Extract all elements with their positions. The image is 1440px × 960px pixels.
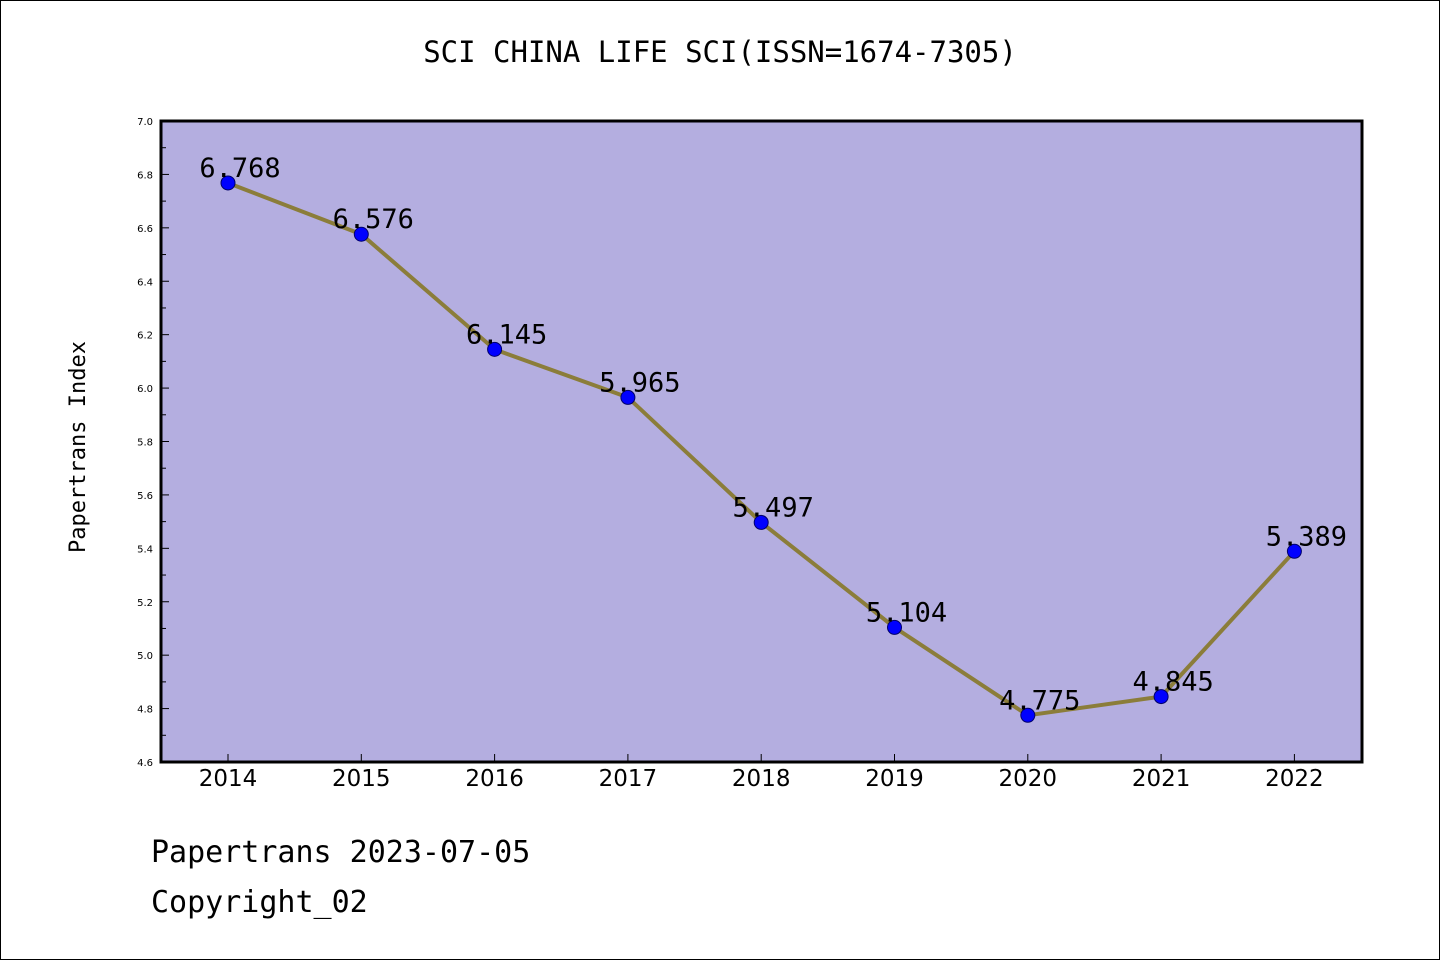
y-tick-label: 4.6 — [137, 758, 153, 769]
data-point — [1153, 689, 1169, 705]
data-label: 5.497 — [733, 492, 814, 523]
y-tick-label: 5.4 — [137, 544, 153, 555]
x-tick-label: 2015 — [332, 766, 391, 792]
data-label: 6.768 — [199, 153, 280, 184]
data-point — [620, 389, 636, 405]
x-tick-label: 2019 — [865, 766, 924, 792]
footer-date: Papertrans 2023-07-05 — [151, 835, 531, 870]
footer-copyright: Copyright_02 — [151, 885, 368, 920]
data-markers — [220, 175, 1302, 723]
x-tick-label: 2017 — [599, 766, 658, 792]
data-label: 6.145 — [466, 319, 547, 350]
data-label: 5.965 — [599, 367, 680, 398]
y-tick-label: 6.8 — [137, 170, 153, 181]
y-tick-label: 6.0 — [137, 384, 153, 395]
data-point — [887, 619, 902, 635]
chart-title: SCI CHINA LIFE SCI(ISSN=1674-7305) — [423, 35, 1017, 69]
data-point — [1020, 707, 1036, 723]
x-tick-label: 2022 — [1265, 766, 1324, 792]
x-tick-label: 2018 — [732, 766, 791, 792]
data-label: 5.389 — [1266, 521, 1347, 552]
data-point — [353, 226, 369, 242]
y-tick-label: 6.6 — [137, 224, 153, 235]
y-tick-label: 5.6 — [137, 491, 153, 502]
y-tick-label: 5.8 — [137, 438, 153, 449]
data-point — [220, 175, 236, 191]
y-tick-label: 6.4 — [137, 277, 153, 288]
x-axis-ticks: 2014 2015 2016 2017 2018 2019 2020 2021 2022 — [199, 754, 1324, 792]
data-label: 4.775 — [999, 685, 1080, 716]
data-label: 4.845 — [1132, 667, 1213, 698]
y-tick-label: 5.2 — [137, 598, 153, 609]
x-tick-label: 2020 — [999, 766, 1058, 792]
y-tick-label: 5.0 — [137, 651, 153, 662]
data-labels: 6.768 6.576 6.145 5.965 5.497 5.104 4.775 4.845… — [199, 153, 1347, 716]
data-label: 5.104 — [866, 597, 947, 628]
y-axis-ticks: 4.6 4.8 5.0 5.2 5.4 5.6 5.8 6.0 6.2 6.4 6.6 6.8 7.0 — [137, 117, 169, 769]
x-tick-label: 2016 — [465, 766, 524, 792]
y-tick-label: 7.0 — [137, 117, 153, 128]
data-label: 6.576 — [333, 204, 414, 235]
data-point — [487, 341, 503, 357]
plot-frame — [159, 119, 1364, 764]
x-tick-label: 2021 — [1132, 766, 1191, 792]
x-tick-label: 2014 — [199, 766, 258, 792]
y-tick-label: 6.2 — [137, 331, 153, 342]
y-axis-label: Papertrans Index — [66, 341, 91, 553]
y-tick-label: 4.8 — [137, 705, 153, 716]
data-point — [1286, 543, 1302, 559]
data-point — [753, 514, 769, 530]
